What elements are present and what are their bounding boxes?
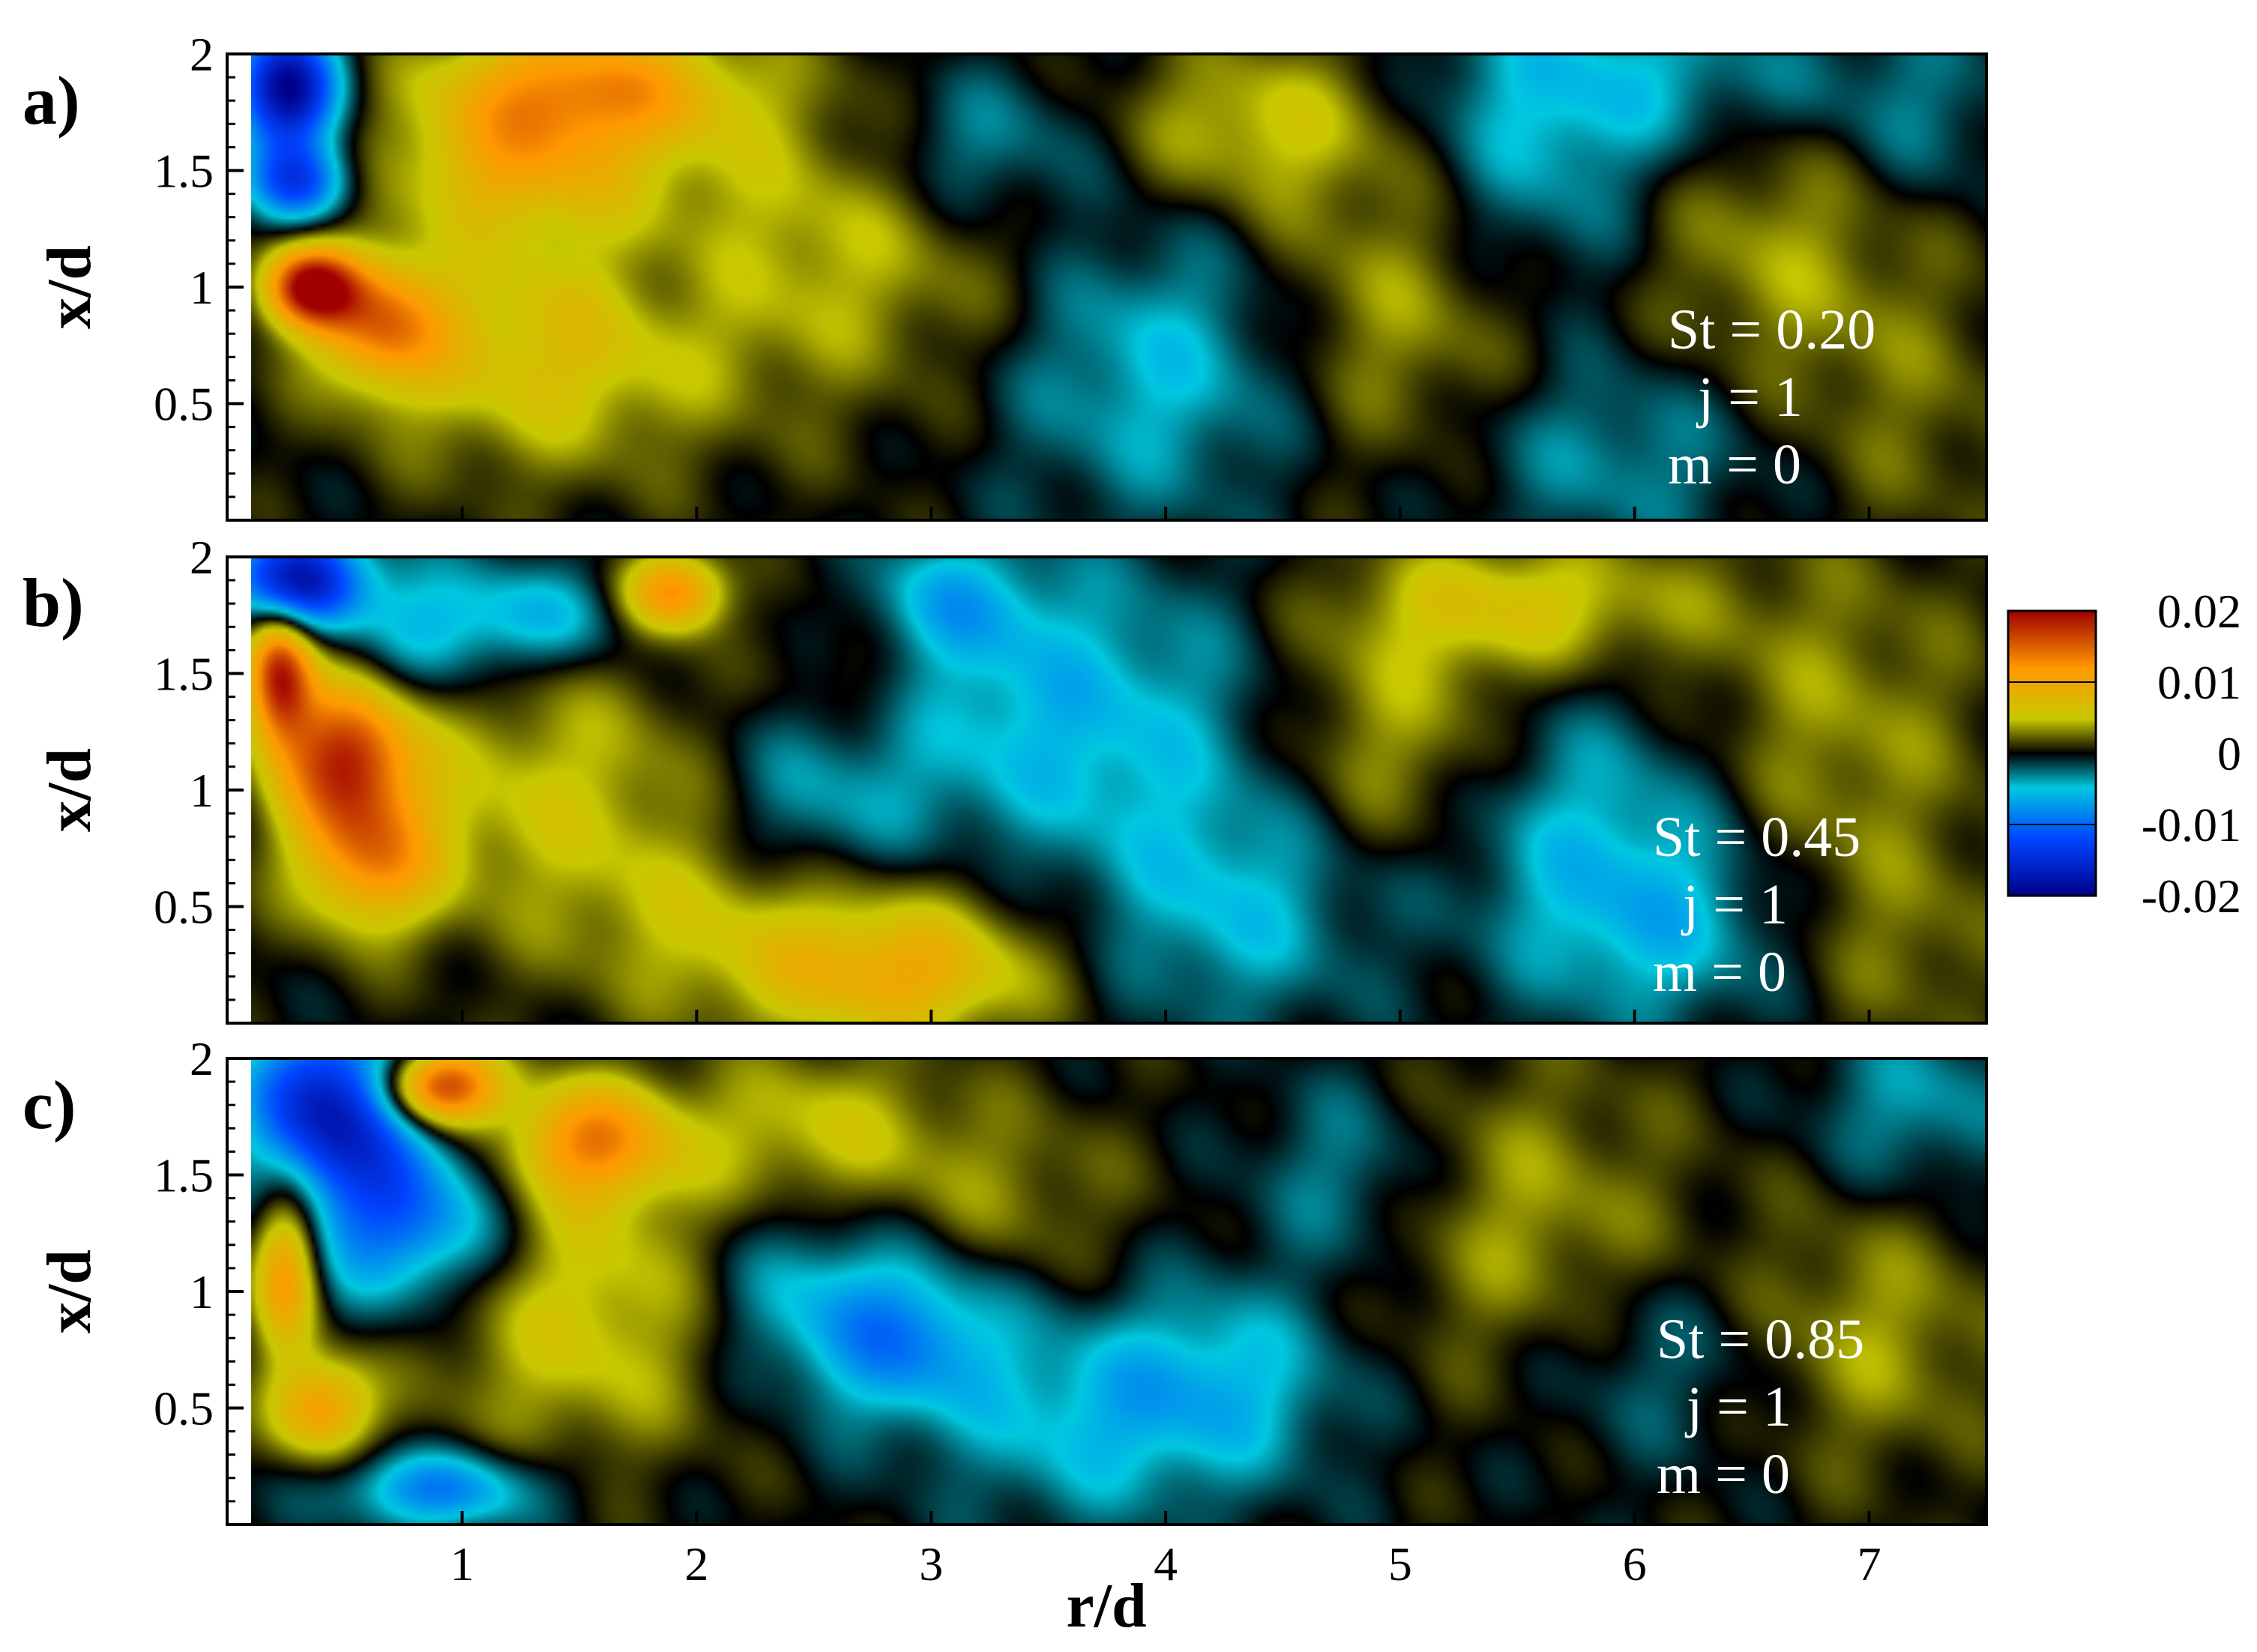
heatmap-c — [251, 1058, 1986, 1525]
annotation-j-b: j = 1 — [1681, 873, 1788, 936]
y-ticks-c: 0.5 1 1.5 2 — [154, 1032, 244, 1503]
x-ticks: 1 2 3 4 5 6 7 — [451, 507, 1881, 1591]
y-tick-label: 2 — [190, 28, 214, 81]
annotation-st-a: St = 0.20 — [1668, 298, 1875, 361]
annotation-j-c: j = 1 — [1684, 1375, 1792, 1438]
x-tick-label: 3 — [919, 1537, 943, 1591]
panel-a: 0.5 1 1.5 2 a) x/d St = 0.20 j = 1 m = 0 — [22, 28, 1988, 522]
y-axis-label-a: x/d — [34, 245, 104, 329]
y-tick-label: 1.5 — [154, 145, 214, 198]
y-tick-label: 0.5 — [154, 378, 214, 431]
y-axis-label-b: x/d — [34, 748, 104, 832]
y-tick-label: 1.5 — [154, 1149, 214, 1202]
heatmap-a — [251, 54, 1986, 520]
panel-label-a: a) — [22, 62, 80, 139]
x-tick-label: 4 — [1154, 1537, 1178, 1591]
y-tick-label: 1 — [190, 1265, 214, 1318]
y-ticks-a: 0.5 1 1.5 2 — [154, 28, 244, 498]
colorbar-label: 0.02 — [2157, 585, 2241, 638]
panel-label-c: c) — [22, 1067, 76, 1143]
x-tick-label: 5 — [1388, 1537, 1412, 1591]
y-ticks-b: 0.5 1 1.5 2 — [154, 531, 244, 1001]
annotation-m-a: m = 0 — [1668, 433, 1801, 496]
y-tick-label: 0.5 — [154, 1382, 214, 1435]
x-tick-label: 6 — [1623, 1537, 1647, 1591]
x-tick-label: 7 — [1857, 1537, 1881, 1591]
panel-label-b: b) — [22, 564, 84, 641]
y-tick-label: 1 — [190, 261, 214, 314]
annotation-m-b: m = 0 — [1653, 941, 1786, 1004]
panel-b: 0.5 1 1.5 2 b) x/d St = 0.45 j = 1 m = 0 — [22, 531, 1988, 1025]
y-tick-label: 1.5 — [154, 648, 214, 701]
panel-c: 0.5 1 1.5 2 c) x/d St = 0.85 j = 1 m = 0 — [22, 1032, 1988, 1526]
annotation-j-a: j = 1 — [1696, 366, 1803, 429]
annotation-m-c: m = 0 — [1657, 1443, 1790, 1506]
colorbar-label: -0.01 — [2142, 798, 2241, 851]
y-tick-label: 2 — [190, 1032, 214, 1085]
colorbar: 0.02 0.01 0 -0.01 -0.02 — [2007, 585, 2241, 923]
heatmap-b — [251, 557, 1986, 1023]
y-tick-label: 0.5 — [154, 881, 214, 934]
colorbar-label: -0.02 — [2142, 869, 2241, 923]
y-tick-label: 1 — [190, 764, 214, 817]
y-axis-label-c: x/d — [34, 1249, 104, 1333]
x-tick-label: 1 — [451, 1537, 474, 1591]
annotation-st-b: St = 0.45 — [1653, 806, 1860, 869]
colorbar-label: 0 — [2217, 727, 2241, 780]
x-axis-label: r/d — [1066, 1571, 1146, 1641]
annotation-st-c: St = 0.85 — [1657, 1308, 1864, 1371]
colorbar-label: 0.01 — [2157, 656, 2241, 709]
y-tick-label: 2 — [190, 531, 214, 584]
colorbar-labels: 0.02 0.01 0 -0.01 -0.02 — [2008, 585, 2241, 923]
x-tick-label: 2 — [684, 1537, 708, 1591]
